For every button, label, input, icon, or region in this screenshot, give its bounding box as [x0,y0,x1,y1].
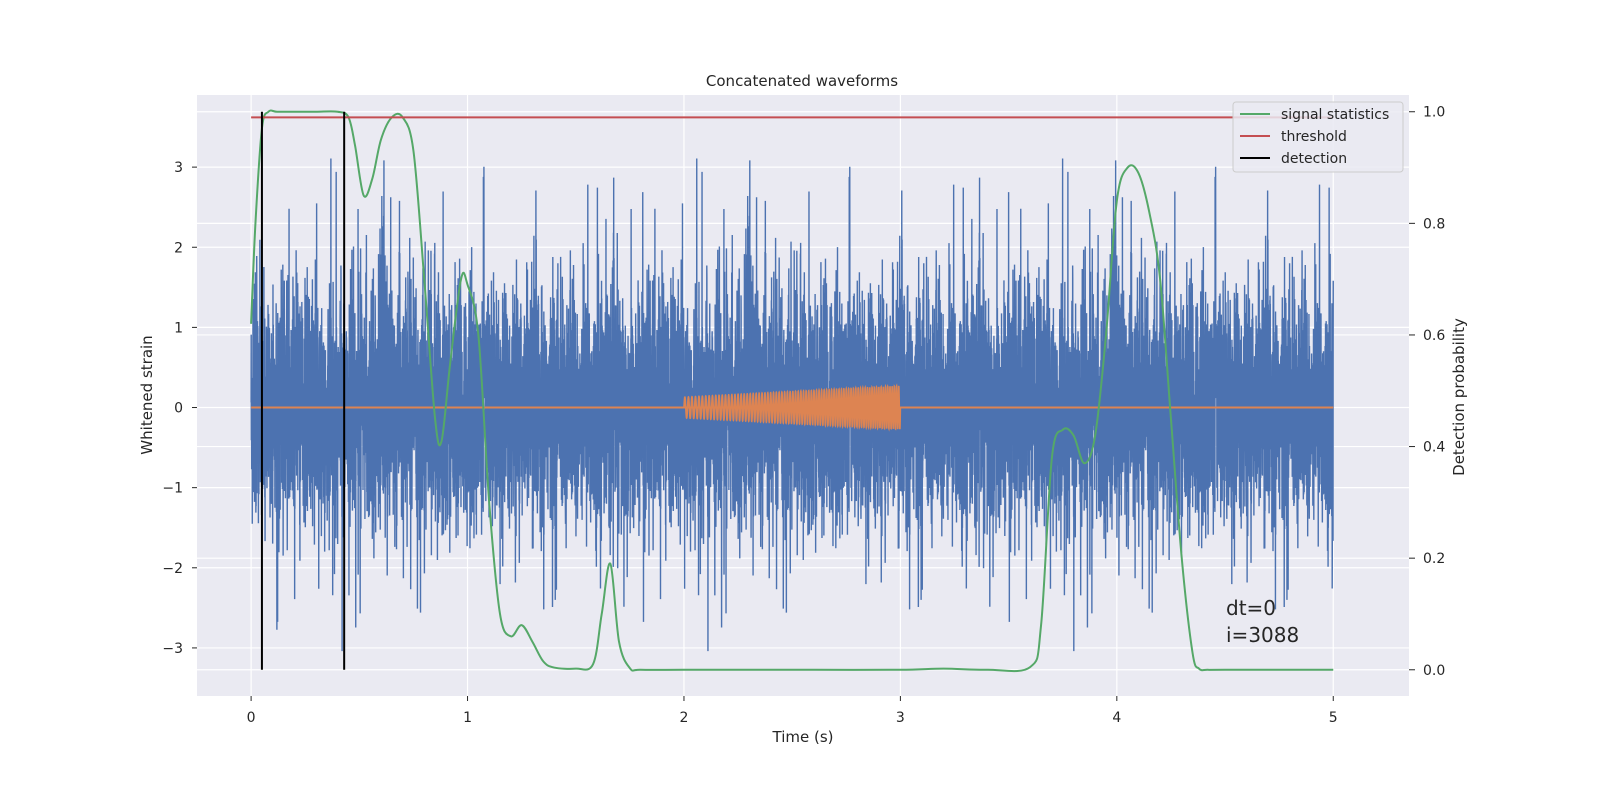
legend-label-signal-statistics: signal statistics [1281,107,1389,123]
annotation-dt: dt=0 [1226,596,1276,620]
y-tick-label: 0 [174,401,183,417]
strain-line [250,158,1334,652]
x-tick-label: 0 [247,710,256,726]
signal-statistics-line [250,109,1334,673]
legend-frame [1232,101,1404,173]
y-right-tick-label: 0.6 [1423,328,1445,344]
legend-label-detection: detection [1281,151,1347,167]
strain-trace [250,158,1334,652]
y-tick-label: 3 [174,160,183,176]
annotation-index: i=3088 [1226,623,1299,647]
x-tick-labels: 0 1 2 3 4 5 [247,696,1338,726]
x-tick-label: 5 [1329,710,1338,726]
y-axis-label: Whitened strain [138,335,156,454]
y-tick-label: 2 [174,240,183,256]
x-tick-label: 2 [680,710,689,726]
y-right-axis-label: Detection probability [1450,318,1468,476]
y-tick-label: 1 [174,320,183,336]
x-tick-label: 4 [1112,710,1121,726]
y-tick-labels: −3 −2 −1 0 1 2 3 [162,160,197,657]
x-axis-label: Time (s) [772,728,834,746]
y-tick-label: −3 [162,641,183,657]
x-tick-label: 1 [463,710,472,726]
y-right-tick-label: 0.4 [1423,440,1445,456]
right-axis-series [250,109,1334,673]
y-right-tick-labels: 0.0 0.2 0.4 0.6 0.8 1.0 [1409,105,1445,679]
template-chirp [683,383,902,432]
x-tick-label: 3 [896,710,905,726]
template-waveform [251,383,1334,432]
y-right-tick-label: 0.0 [1423,663,1445,679]
y-right-tick-label: 0.8 [1423,216,1445,232]
y-right-tick-label: 0.2 [1423,551,1445,567]
legend-label-threshold: threshold [1281,129,1347,145]
y-tick-label: −1 [162,481,183,497]
y-right-tick-label: 1.0 [1423,105,1445,121]
legend: signal statistics threshold detection [1232,101,1404,173]
chart-title: Concatenated waveforms [706,72,898,90]
y-tick-label: −2 [162,561,183,577]
